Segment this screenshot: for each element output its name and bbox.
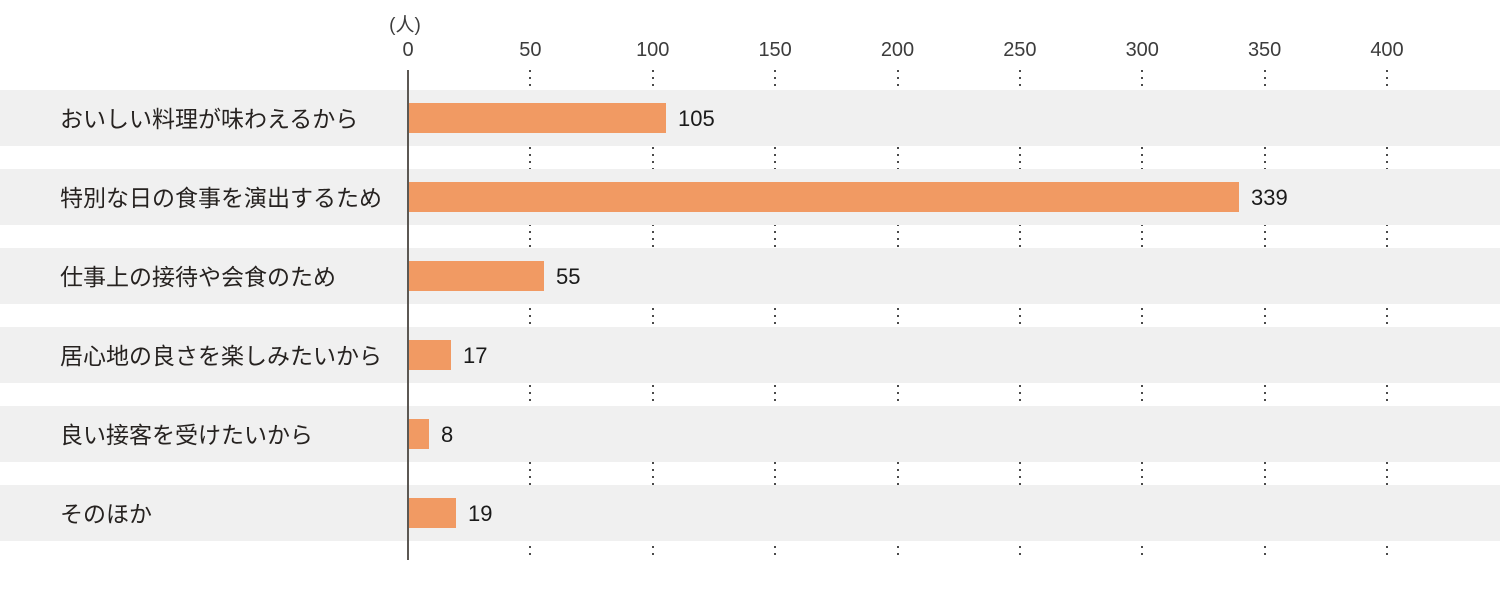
category-label: 仕事上の接待や会食のため xyxy=(60,263,336,290)
category-label: 特別な日の食事を演出するため xyxy=(60,184,382,211)
grid-line xyxy=(651,70,654,560)
row-band xyxy=(0,406,1500,462)
x-tick-label: 400 xyxy=(1370,39,1404,61)
x-tick-label: 250 xyxy=(1003,39,1037,61)
row-band xyxy=(0,485,1500,541)
axis-unit-label: (人) xyxy=(389,15,421,36)
x-tick-label: 150 xyxy=(758,39,792,61)
x-tick-label: 50 xyxy=(519,39,542,61)
value-label: 17 xyxy=(463,343,488,368)
category-label: 居心地の良さを楽しみたいから xyxy=(60,342,382,369)
grid-line xyxy=(529,70,532,560)
x-tick-label: 200 xyxy=(880,39,915,61)
bar xyxy=(409,419,429,449)
bar xyxy=(409,103,666,133)
bar xyxy=(409,340,451,370)
x-tick-label: 300 xyxy=(1125,39,1159,61)
axis-line xyxy=(407,70,409,560)
bar xyxy=(409,498,456,528)
category-label: おいしい料理が味わえるから xyxy=(60,105,359,132)
category-label: 良い接客を受けたいから xyxy=(60,421,313,448)
value-label: 105 xyxy=(678,106,715,131)
x-tick-label: 100 xyxy=(636,39,670,61)
grid-line xyxy=(896,70,899,560)
grid-line xyxy=(1386,70,1388,560)
x-tick-label: 0 xyxy=(402,39,414,61)
bar xyxy=(409,182,1239,212)
value-label: 19 xyxy=(468,501,493,526)
grid-line xyxy=(1018,70,1021,560)
grid-line xyxy=(1263,70,1266,560)
bar xyxy=(409,261,544,291)
row-band xyxy=(0,90,1500,146)
value-label: 339 xyxy=(1251,185,1288,210)
row-band xyxy=(0,327,1500,383)
row-band xyxy=(0,248,1500,304)
x-tick-label: 350 xyxy=(1247,39,1282,61)
category-label: そのほか xyxy=(60,500,152,527)
grid-line xyxy=(774,70,777,560)
value-label: 55 xyxy=(556,264,581,289)
value-label: 8 xyxy=(441,422,454,447)
grid-line xyxy=(1141,70,1144,560)
